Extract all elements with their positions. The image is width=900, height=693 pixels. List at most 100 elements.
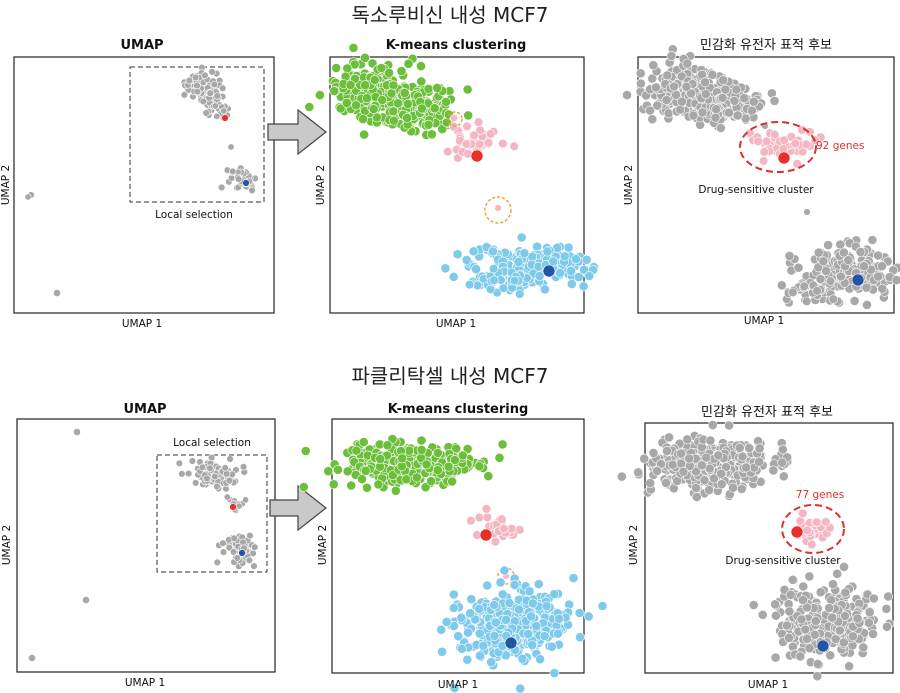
scatter-point <box>645 105 655 116</box>
scatter-point <box>360 80 370 91</box>
arrow-right-icon <box>267 108 327 156</box>
scatter-point <box>812 286 822 296</box>
scatter-point <box>803 208 811 216</box>
medoid-point <box>816 639 830 653</box>
scatter-point <box>815 587 826 598</box>
scatter-point <box>724 107 734 118</box>
local-selection-box <box>156 454 268 573</box>
scatter-point <box>448 603 459 613</box>
scatter-point <box>421 459 432 470</box>
scatter-point <box>877 283 888 294</box>
scatter-point <box>402 99 413 109</box>
x-axis-label: UMAP 1 <box>125 677 165 689</box>
scatter-point <box>416 76 427 87</box>
scatter-point <box>754 443 765 454</box>
scatter-point <box>426 476 436 487</box>
scatter-point <box>739 93 750 103</box>
scatter-point <box>770 599 780 610</box>
scatter-point <box>371 112 382 123</box>
scatter-point <box>881 603 892 614</box>
scatter-point <box>748 600 759 610</box>
scatter-point <box>583 611 594 622</box>
scatter-point <box>549 589 560 600</box>
scatter-point <box>859 261 869 272</box>
scatter-point <box>784 633 794 643</box>
scatter-point <box>849 295 860 306</box>
scatter-point <box>482 580 493 591</box>
scatter-point <box>744 443 755 453</box>
scatter-point <box>211 472 219 481</box>
scatter-point <box>462 654 473 665</box>
scatter-point <box>388 115 399 126</box>
scatter-point <box>300 446 311 456</box>
scatter-point <box>554 613 564 624</box>
scatter-point <box>191 73 200 82</box>
scatter-point <box>229 167 237 176</box>
scatter-point <box>28 654 36 662</box>
scatter-point <box>533 579 544 589</box>
scatter-point <box>342 63 353 74</box>
scatter-point <box>490 536 501 547</box>
scatter-point <box>883 591 894 602</box>
scatter-points <box>24 63 259 297</box>
medoid-point <box>790 525 804 539</box>
scatter-point <box>368 104 379 114</box>
scatter-point <box>463 110 474 121</box>
scatter-point <box>489 275 499 286</box>
scatter-point <box>821 266 832 276</box>
scatter-point <box>218 183 226 192</box>
scatter-point <box>304 102 315 112</box>
y-axis-label: UMAP 2 <box>623 165 635 205</box>
scatter-point <box>449 455 460 465</box>
scatter-point <box>443 146 453 157</box>
scatter-point <box>392 98 403 109</box>
scatter-point <box>711 104 722 115</box>
scatter-point <box>636 78 646 89</box>
scatter-point <box>248 186 256 195</box>
scatter-point <box>489 600 500 610</box>
scatter-point <box>199 97 208 106</box>
scatter-point <box>801 139 811 150</box>
scatter-point <box>509 580 520 590</box>
scatter-point <box>448 589 459 600</box>
selection-label: Local selection <box>173 437 251 449</box>
scatter-point <box>616 471 627 482</box>
scatter-point <box>514 289 525 299</box>
scatter-point <box>840 587 851 598</box>
scatter-point <box>441 617 452 627</box>
outlier-marker-circle <box>447 111 463 127</box>
scatter-point <box>390 485 401 496</box>
scatter-point <box>753 136 763 147</box>
scatter-point <box>675 104 686 115</box>
medoid-point <box>504 636 518 650</box>
scatter-point <box>669 81 679 92</box>
scatter-point <box>715 123 726 133</box>
scatter-point <box>298 482 309 492</box>
scatter-point <box>373 479 384 490</box>
scatter-point <box>840 611 850 621</box>
scatter-point <box>574 608 585 618</box>
scatter-point <box>681 81 692 92</box>
scatter-point <box>788 287 798 298</box>
genes-count-label: 77 genes <box>796 489 844 501</box>
scatter-point <box>219 539 227 547</box>
scatter-point <box>531 621 542 631</box>
scatter-point <box>540 284 550 295</box>
panel-title: 민감화 유전자 표적 후보 <box>700 38 832 53</box>
scatter-point <box>584 271 595 281</box>
scatter-point <box>180 91 189 99</box>
scatter-point <box>707 420 718 430</box>
scatter-point <box>691 492 702 502</box>
scatter-point <box>758 156 769 166</box>
scatter-point <box>469 130 479 141</box>
scatter-point <box>795 651 806 662</box>
scatter-point <box>802 633 812 644</box>
scatter-point <box>456 612 467 623</box>
medoid-point <box>470 149 484 163</box>
scatter-points <box>622 44 900 310</box>
scatter-point <box>647 73 658 84</box>
scatter-point <box>388 106 399 117</box>
scatter-point <box>485 129 496 139</box>
scatter-point <box>524 586 535 597</box>
scatter-point <box>453 631 464 642</box>
